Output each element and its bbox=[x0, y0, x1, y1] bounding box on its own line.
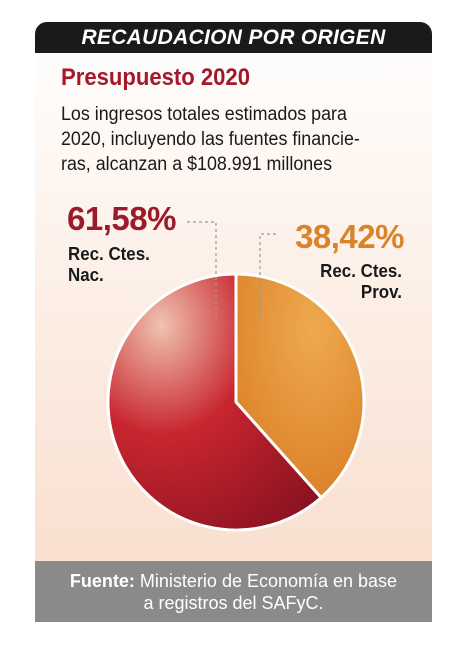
source-text: Ministerio de Economía en base bbox=[134, 570, 398, 591]
description-line: ras, alcanzan a $108.991 millones bbox=[61, 154, 333, 175]
label-line: Prov. bbox=[360, 282, 402, 302]
slice-prov-name-label: Rec. Ctes. Prov. bbox=[299, 261, 402, 303]
source-line: a registros del SAFyC. bbox=[143, 592, 324, 613]
pie-slice-prov bbox=[234, 272, 366, 500]
header-banner: RECAUDACION POR ORIGEN bbox=[35, 22, 432, 53]
slice-nac-value-label: 61,58% bbox=[67, 200, 176, 237]
infographic-card: RECAUDACION POR ORIGEN Presupuesto 2020 … bbox=[35, 22, 432, 622]
description-line: 2020, incluyendo las fuentes financie- bbox=[61, 129, 360, 150]
source-line: Fuente: Ministerio de Economía en base bbox=[70, 570, 397, 592]
pie-slice-nac bbox=[106, 272, 324, 532]
label-line: Rec. Ctes. bbox=[68, 244, 150, 264]
chart-title: Presupuesto 2020 bbox=[61, 64, 251, 91]
label-line: Rec. Ctes. bbox=[320, 261, 402, 281]
description-line: Los ingresos totales estimados para bbox=[61, 104, 347, 125]
pie-chart bbox=[106, 221, 366, 532]
leader-line-nac bbox=[187, 221, 217, 318]
chart-description: Los ingresos totales estimados para 2020… bbox=[61, 102, 390, 177]
slice-nac-name-label: Rec. Ctes. Nac. bbox=[68, 244, 190, 286]
source-footer: Fuente: Ministerio de Economía en base a… bbox=[35, 561, 432, 622]
leader-line-prov bbox=[259, 233, 276, 322]
header-title: RECAUDACION POR ORIGEN bbox=[81, 25, 386, 49]
label-line: Nac. bbox=[68, 265, 104, 285]
slice-prov-value-label: 38,42% bbox=[295, 218, 404, 255]
source-label: Fuente: bbox=[69, 570, 135, 591]
